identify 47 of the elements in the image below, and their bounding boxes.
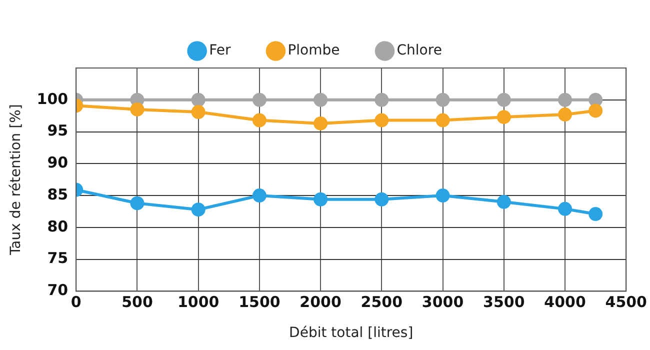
y-tick-label: 85 — [47, 185, 68, 204]
point — [558, 108, 572, 122]
y-axis-title: Taux de rétention [%] — [8, 104, 24, 256]
point — [436, 113, 450, 128]
legend-label: Fer — [209, 42, 231, 59]
point — [558, 202, 572, 216]
point — [130, 102, 144, 116]
point — [374, 192, 389, 206]
x-tick-label: 3000 — [422, 293, 464, 312]
x-axis-title: Débit total [litres] — [289, 325, 414, 342]
point — [252, 113, 266, 128]
point — [496, 92, 511, 107]
y-tick-label: 70 — [47, 281, 68, 300]
x-tick-label: 0 — [70, 293, 82, 312]
point — [496, 110, 511, 124]
point — [314, 192, 328, 206]
x-tick-label: 2000 — [300, 293, 342, 312]
x-tick-label: 1000 — [177, 293, 220, 312]
point — [191, 202, 206, 217]
point — [496, 194, 511, 209]
point — [374, 113, 389, 128]
point — [588, 207, 603, 222]
point — [588, 104, 603, 118]
legend-label: Plombe — [288, 42, 340, 59]
y-tick-label: 75 — [47, 249, 68, 268]
point — [252, 92, 266, 107]
point — [436, 188, 450, 203]
x-tick-label: 500 — [122, 293, 153, 312]
x-tick-label: 2500 — [360, 293, 403, 312]
y-tick-label: 80 — [47, 217, 68, 236]
point — [374, 92, 389, 107]
point — [252, 188, 266, 203]
x-tick-label: 4000 — [544, 293, 586, 312]
legend-label: Chlore — [396, 42, 442, 59]
point — [191, 92, 206, 107]
point — [558, 92, 572, 107]
point — [436, 92, 450, 107]
y-tick-label: 95 — [47, 122, 68, 140]
point — [130, 196, 144, 210]
x-tick-label: 3500 — [483, 293, 525, 312]
y-tick-label: 100 — [36, 90, 68, 108]
x-tick-label: 1500 — [238, 293, 280, 312]
point — [314, 92, 328, 107]
y-tick-label: 90 — [47, 154, 68, 172]
point — [191, 105, 206, 120]
point — [314, 116, 328, 130]
x-tick-label: 4500 — [605, 293, 647, 312]
